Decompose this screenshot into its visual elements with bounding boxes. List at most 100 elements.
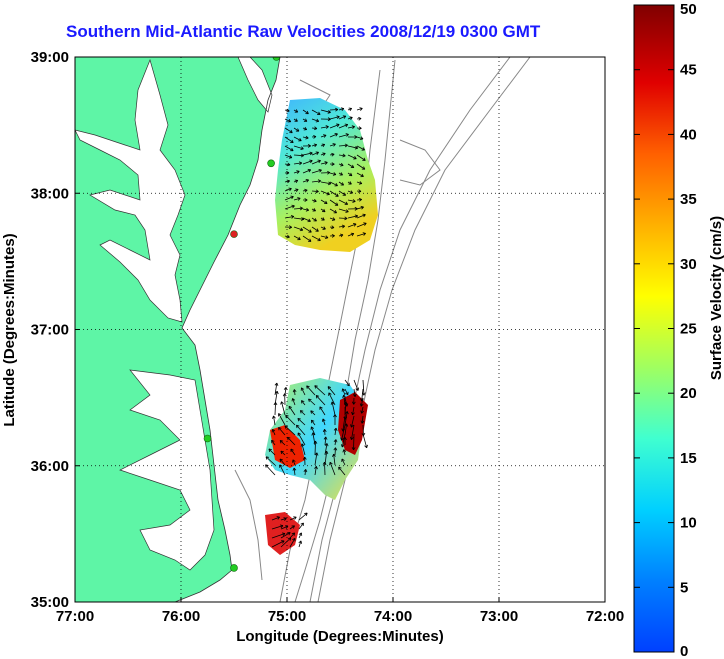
velocity-arrow (342, 415, 346, 432)
velocity-arrowhead (288, 226, 292, 230)
velocity-arrowhead (329, 462, 331, 466)
velocity-arrow (353, 379, 359, 391)
velocity-arrow (292, 398, 296, 406)
velocity-arrow (320, 208, 326, 213)
velocity-arrow (273, 415, 276, 426)
velocity-arrowhead (346, 411, 349, 415)
velocity-arrowhead (363, 233, 366, 236)
velocity-arrow (320, 199, 328, 204)
velocity-arrow (331, 401, 336, 416)
velocity-arrow (356, 199, 362, 201)
velocity-arrow (311, 426, 316, 436)
velocity-arrowhead (333, 439, 337, 443)
x-axis-label: Longitude (Degrees:Minutes) (236, 628, 444, 645)
velocity-arrowhead (296, 424, 300, 427)
velocity-arrow (297, 432, 306, 446)
colorbar-tick-label: 30 (680, 256, 697, 273)
velocity-arrowhead (308, 169, 312, 173)
velocity-arrowhead (324, 461, 327, 465)
velocity-arrowhead (294, 516, 297, 520)
velocity-arrowhead (345, 411, 348, 414)
velocity-arrow (314, 452, 318, 466)
velocity-arrowhead (343, 449, 347, 452)
velocity-arrowhead (265, 464, 267, 468)
velocity-arrowhead (290, 448, 294, 451)
velocity-arrowhead (318, 160, 321, 164)
velocity-arrow (356, 214, 366, 219)
velocity-arrowhead (349, 108, 353, 112)
velocity-arrow (347, 172, 353, 177)
velocity-arrowhead (345, 133, 349, 135)
velocity-arrowhead (306, 207, 310, 211)
velocity-arrowhead (288, 119, 292, 122)
velocity-arrow (338, 133, 349, 138)
velocity-arrowhead (344, 216, 348, 219)
velocity-arrowhead (350, 190, 354, 194)
velocity-arrowhead (336, 193, 339, 197)
y-tick-label: 35:00 (31, 594, 69, 611)
velocity-arrowhead (360, 136, 364, 140)
velocity-arrow (293, 154, 304, 157)
velocity-arrowhead (300, 148, 304, 150)
velocity-arrowhead (265, 456, 270, 458)
velocity-arrow (284, 136, 294, 143)
velocity-arrowhead (301, 217, 305, 220)
coastline (174, 57, 281, 602)
velocity-arrow (302, 109, 309, 115)
velocity-arrow (361, 415, 364, 424)
velocity-arrowhead (326, 451, 329, 455)
velocity-arrow (338, 181, 344, 186)
velocity-arrowhead (322, 217, 325, 221)
velocity-arrowhead (359, 199, 362, 202)
velocity-arrowhead (360, 420, 363, 424)
velocity-arrowhead (292, 459, 294, 463)
velocity-arrow (280, 517, 287, 521)
velocity-arrowhead (288, 187, 292, 189)
velocity-arrowhead (351, 125, 355, 127)
velocity-arrowhead (360, 410, 362, 414)
velocity-arrowhead (313, 200, 317, 203)
velocity-arrowhead (324, 161, 328, 163)
velocity-arrow (338, 199, 348, 205)
velocity-arrowhead (289, 155, 293, 158)
velocity-arrowhead (301, 387, 305, 390)
velocity-arrow (265, 456, 276, 466)
velocity-arrow (342, 388, 346, 396)
velocity-arrowhead (341, 224, 345, 227)
velocity-arrow (344, 397, 348, 407)
velocity-arrowhead (305, 135, 309, 139)
velocity-arrowhead (343, 192, 347, 196)
velocity-arrowhead (272, 429, 276, 432)
velocity-arrow (289, 525, 295, 530)
velocity-arrowhead (309, 151, 313, 154)
velocity-arrowhead (335, 133, 338, 137)
velocity-arrowhead (276, 391, 279, 395)
velocity-arrowhead (286, 108, 290, 112)
velocity-arrowhead (341, 458, 345, 461)
velocity-arrowhead (297, 418, 300, 422)
velocity-arrowhead (333, 172, 337, 175)
velocity-arrowhead (327, 386, 332, 388)
velocity-arrowhead (313, 128, 318, 131)
velocity-arrow (302, 152, 313, 156)
velocity-arrowhead (342, 388, 346, 391)
velocity-arrowhead (305, 469, 308, 473)
velocity-arrowhead (275, 402, 278, 406)
velocity-arrowhead (342, 394, 345, 398)
velocity-arrowhead (364, 445, 368, 449)
velocity-arrowhead (281, 532, 286, 534)
velocity-arrow (329, 143, 336, 147)
velocity-arrowhead (342, 153, 346, 157)
velocity-arrowhead (345, 201, 349, 205)
velocity-arrowhead (308, 398, 310, 402)
velocity-arrow (356, 145, 365, 151)
velocity-arrowhead (287, 180, 290, 184)
velocity-arrowhead (300, 540, 303, 544)
velocity-arrowhead (335, 182, 338, 186)
radar-sites (203, 57, 281, 572)
velocity-arrow (361, 388, 364, 402)
velocity-arrow (356, 232, 366, 237)
velocity-arrowhead (326, 126, 329, 129)
velocity-arrowhead (299, 229, 303, 232)
velocity-arrowhead (290, 129, 293, 133)
